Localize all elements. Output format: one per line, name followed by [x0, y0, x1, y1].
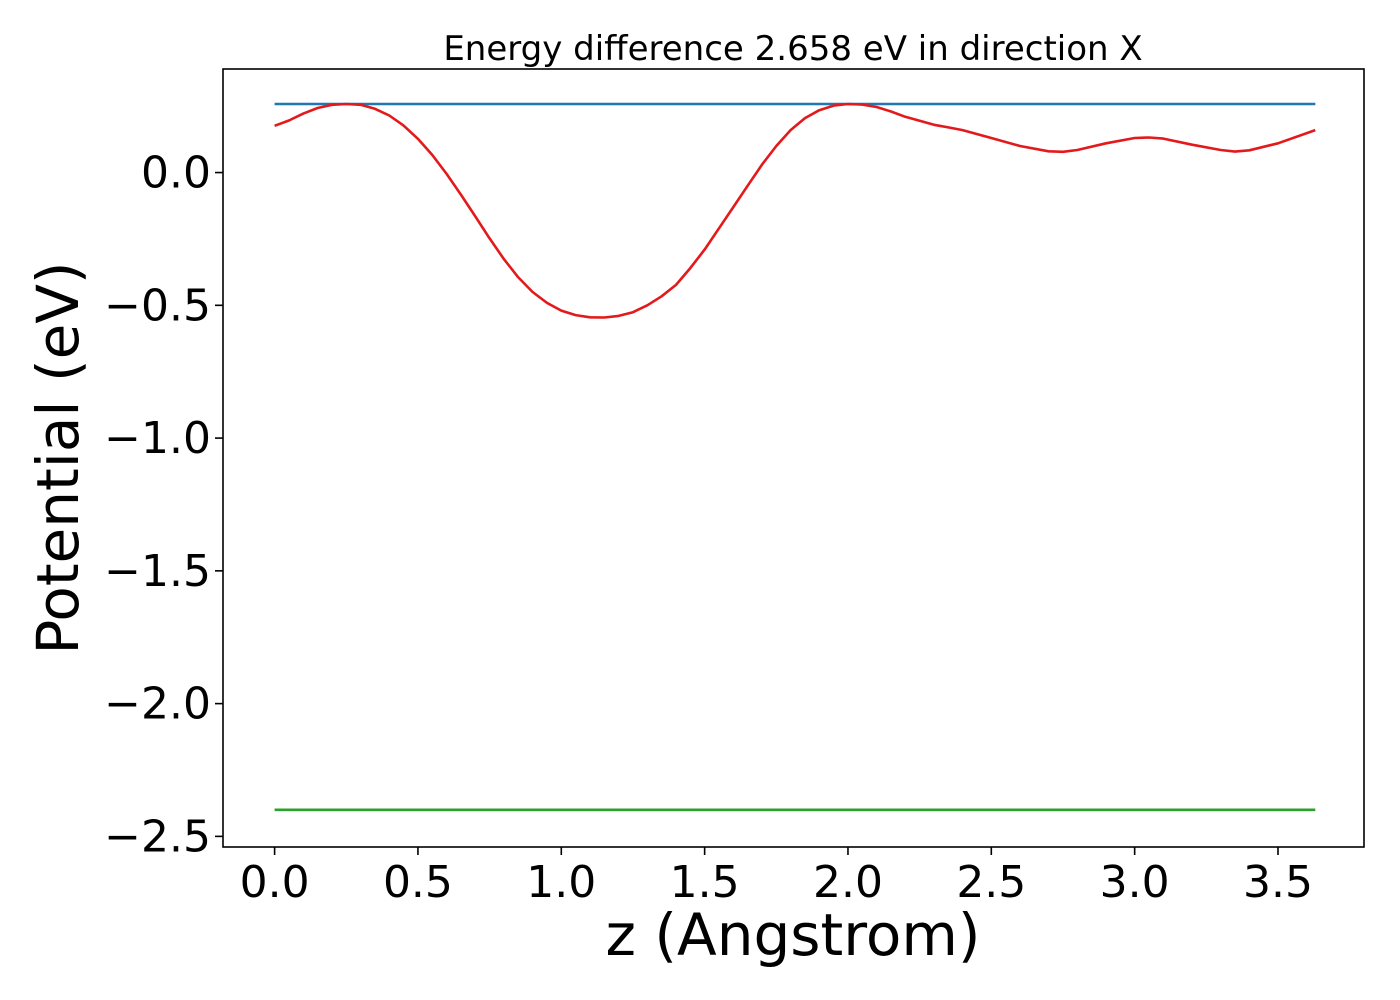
- x-tick-label: 3.0: [1100, 857, 1170, 908]
- series-line-2: [274, 102, 1316, 319]
- x-axis: 0.0 0.5 1.0 1.5 2.0 2.5 3.0 3.5: [240, 847, 1313, 908]
- y-tick-label: −2.5: [104, 811, 211, 862]
- x-tick-label: 3.5: [1243, 857, 1313, 908]
- y-axis-label: Potential (eV): [24, 261, 92, 654]
- y-axis: 0.0 −0.5 −1.0 −1.5 −2.0 −2.5: [104, 148, 223, 862]
- y-tick-label: 0.0: [141, 148, 211, 199]
- x-tick-label: 1.5: [670, 857, 740, 908]
- y-tick-label: −1.5: [104, 546, 211, 597]
- plot-frame: [222, 68, 1365, 848]
- x-tick-label: 1.0: [526, 857, 596, 908]
- x-tick-label: 0.0: [240, 857, 310, 908]
- y-tick-label: −2.0: [104, 679, 211, 730]
- plot-area: [274, 102, 1316, 812]
- y-tick-label: −1.0: [104, 413, 211, 464]
- y-tick-label: −0.5: [104, 280, 211, 331]
- chart-title: Energy difference 2.658 eV in direction …: [443, 29, 1142, 69]
- x-tick-label: 2.5: [956, 857, 1026, 908]
- x-tick-label: 0.5: [383, 857, 453, 908]
- x-tick-label: 2.0: [813, 857, 883, 908]
- x-axis-label: z (Angstrom): [606, 901, 981, 969]
